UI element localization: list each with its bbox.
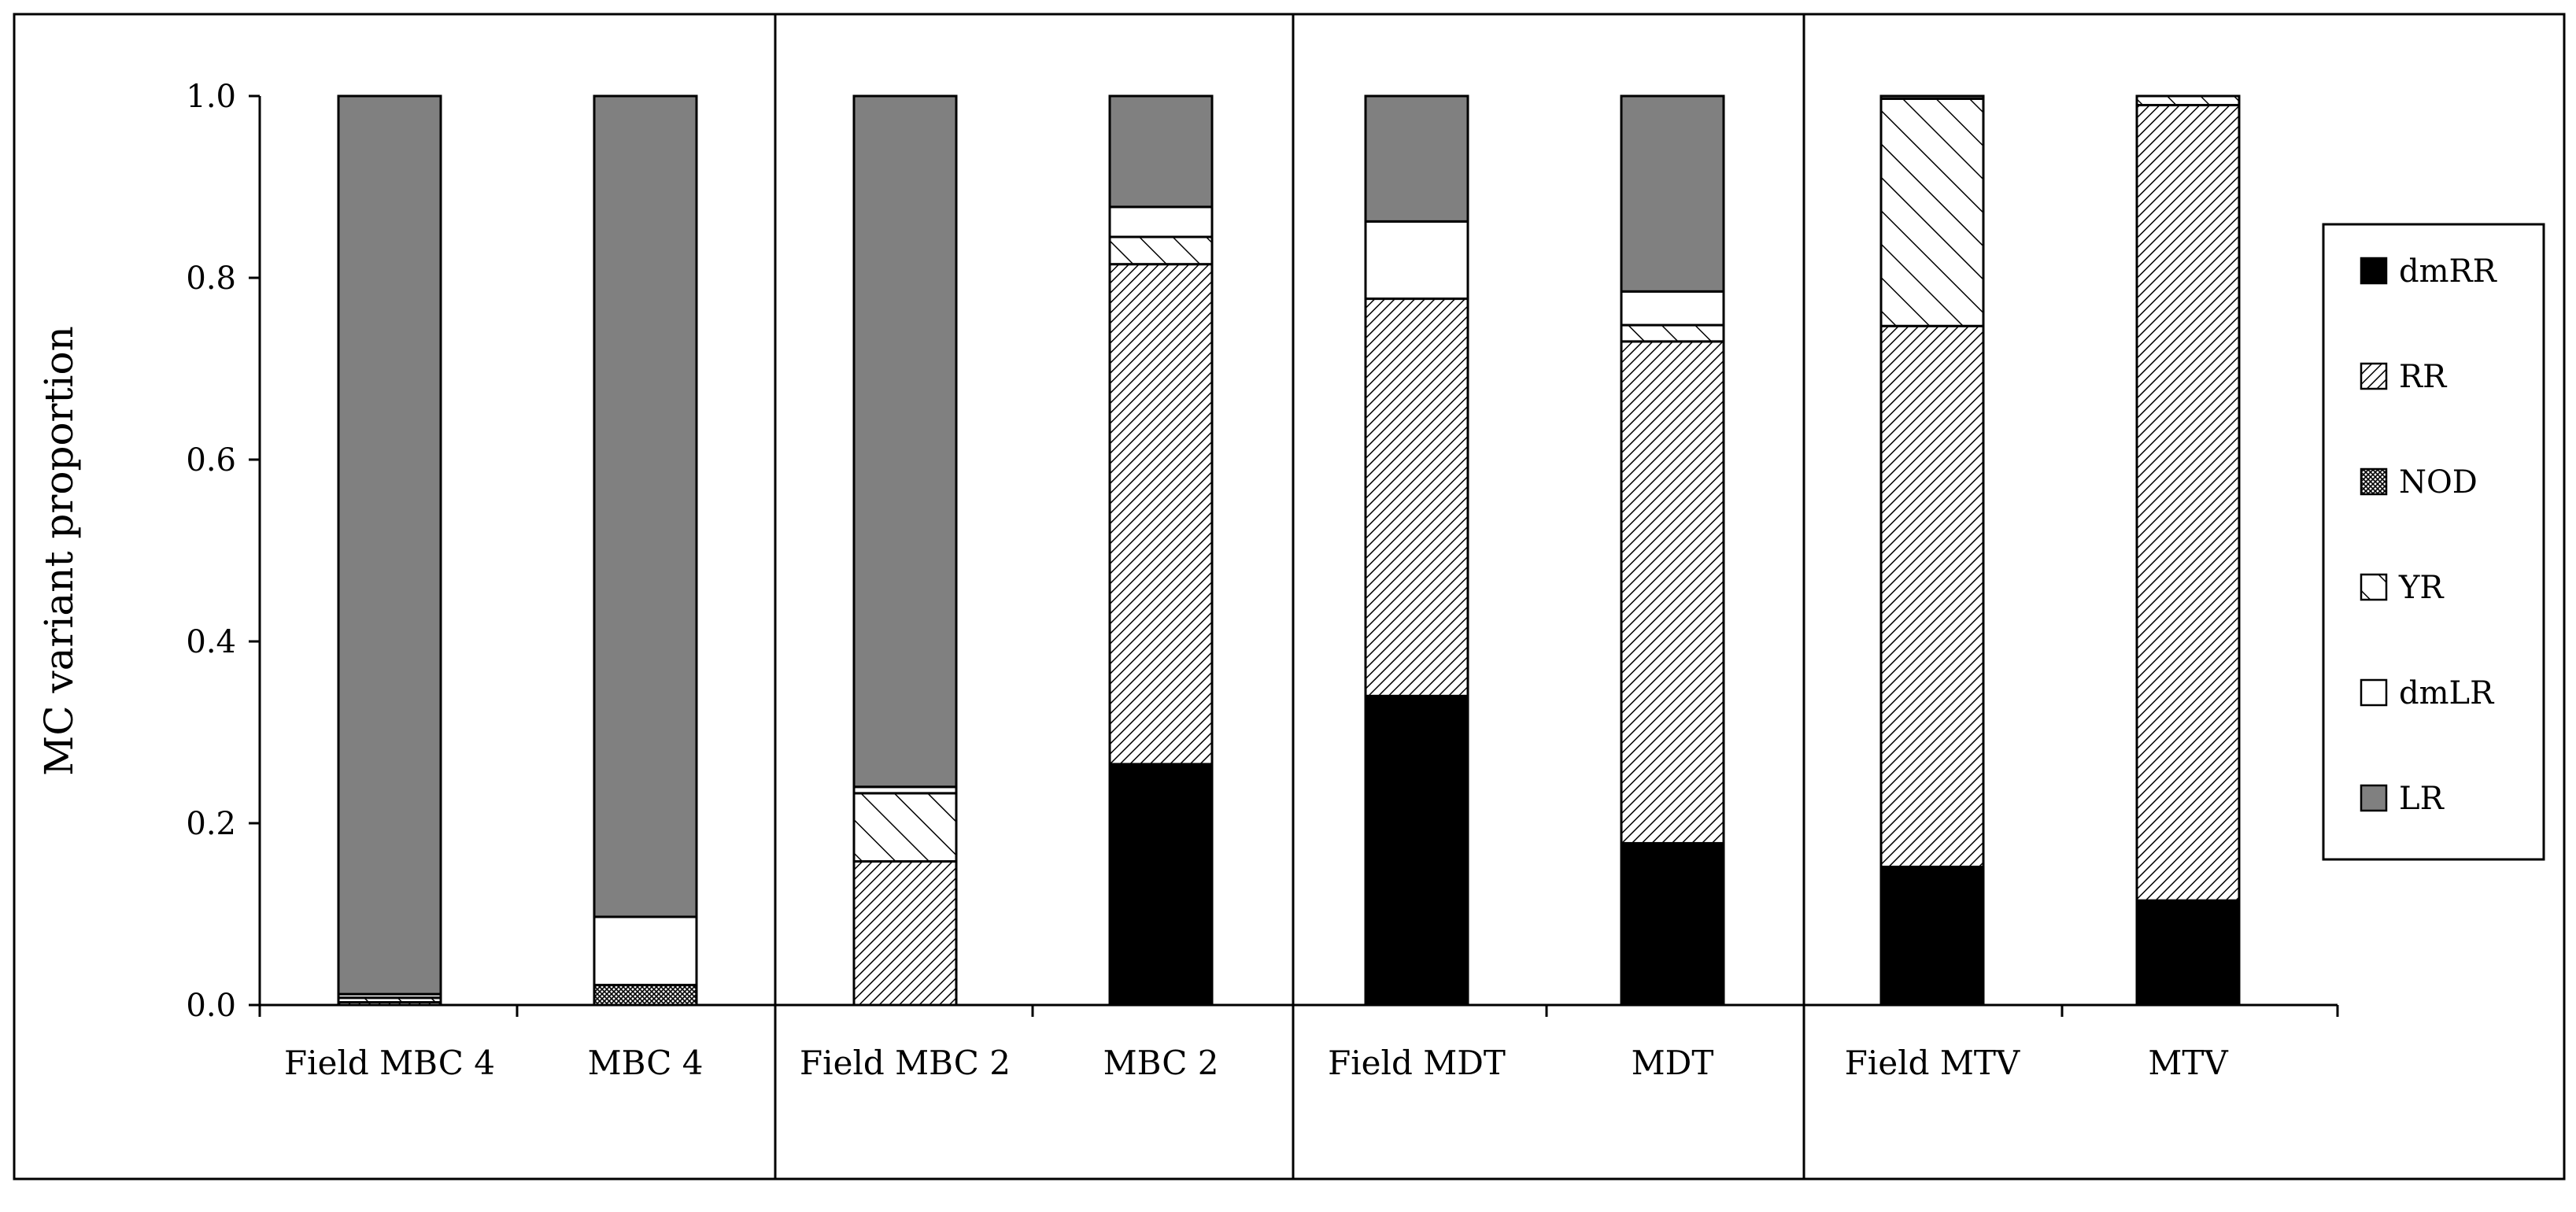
legend-swatch-dmlr — [2360, 678, 2388, 707]
x-category-label: MDT — [1632, 1044, 1714, 1082]
bar-segment-yr — [852, 792, 958, 863]
bar-segment-yr — [1108, 235, 1214, 266]
bar-segment-dmrr — [1108, 763, 1214, 1007]
bar-segment-dmlr — [1364, 220, 1469, 301]
y-axis-title: MC variant proportion — [36, 326, 82, 776]
bar-segment-rr — [1879, 324, 1985, 868]
x-category-label: Field MBC 2 — [800, 1044, 1011, 1082]
bar-segment-rr — [1108, 263, 1214, 766]
legend-swatch-rr — [2360, 362, 2388, 390]
x-category-label: MBC 4 — [588, 1044, 704, 1082]
y-ticks: 0.0 0.2 0.4 0.6 0.8 1.0 — [186, 79, 2339, 1024]
bar-segment-rr — [1364, 297, 1469, 697]
legend-label-dmlr: dmLR — [2399, 675, 2495, 711]
y-tick-label: 0.0 — [186, 988, 236, 1024]
y-tick-label: 0.4 — [186, 624, 236, 660]
x-category-label: Field MDT — [1328, 1044, 1506, 1082]
outer-frame — [13, 13, 2566, 1181]
bar-segment-rr — [1620, 340, 1725, 844]
bar-segment-dmlr — [1620, 290, 1725, 327]
x-category-label: Field MTV — [1845, 1044, 2020, 1082]
bar-segment-lr — [1364, 94, 1469, 223]
x-category-label: MTV — [2148, 1044, 2228, 1082]
bar-segment-lr — [593, 94, 698, 918]
bar-segment-dmrr — [2135, 899, 2241, 1007]
bar-segment-yr — [1620, 323, 1725, 343]
y-tick-label: 1.0 — [186, 79, 236, 115]
bar-segment-dmrr — [1364, 694, 1469, 1007]
bar-segment-yr — [2135, 94, 2241, 107]
bar-segment-dmrr — [1620, 841, 1725, 1007]
legend-swatch-dmrr — [2360, 257, 2388, 285]
x-category-label: MBC 2 — [1103, 1044, 1219, 1082]
bar-segment-lr — [1108, 94, 1214, 209]
bar-segment-rr — [852, 860, 958, 1007]
bar-segment-dmlr — [593, 915, 698, 987]
y-tick-label: 0.2 — [186, 806, 236, 842]
bar-segment-lr — [852, 94, 958, 789]
legend-swatch-nod — [2360, 467, 2388, 496]
legend-label-yr: YR — [2398, 570, 2445, 606]
x-category-labels: Field MBC 4 MBC 4 Field MBC 2 MBC 2 Field MD… — [284, 1044, 2228, 1082]
legend-box — [2322, 223, 2545, 861]
bars — [337, 94, 2241, 1007]
bar-segment-lr — [1620, 94, 1725, 293]
y-tick-label: 0.6 — [186, 442, 236, 479]
bar-segment-nod — [593, 984, 698, 1007]
bar-segment-dmlr — [1108, 205, 1214, 238]
legend-label-nod: NOD — [2399, 464, 2478, 501]
bar-segment-yr — [1879, 97, 1985, 327]
legend-label-lr: LR — [2399, 781, 2445, 817]
bar-segment-dmrr — [1879, 865, 1985, 1007]
legend-swatch-lr — [2360, 784, 2388, 812]
bar-segment-lr — [1879, 94, 1985, 100]
x-category-label: Field MBC 4 — [284, 1044, 495, 1082]
legend-label-dmrr: dmRR — [2399, 253, 2498, 290]
y-tick-label: 0.8 — [186, 261, 236, 297]
bar-segment-rr — [2135, 104, 2241, 902]
legend-label-rr: RR — [2399, 359, 2448, 395]
legend-swatch-yr — [2360, 573, 2388, 601]
bar-segment-lr — [337, 94, 442, 996]
legend: dmRR RR NOD YR dmLR LR — [2322, 223, 2545, 861]
